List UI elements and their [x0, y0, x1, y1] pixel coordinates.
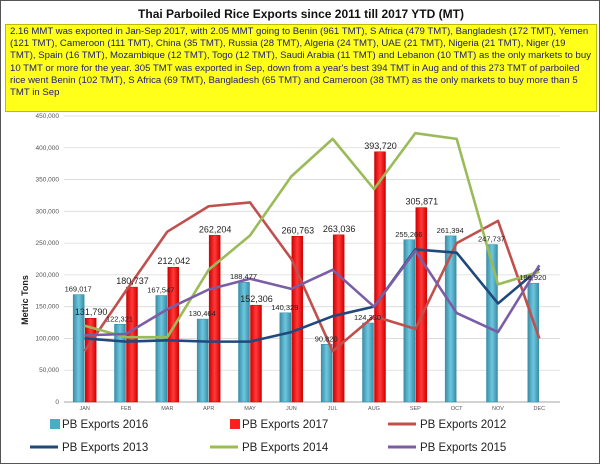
y-tick-label: 450,000: [36, 113, 60, 120]
x-tick-label: DEC: [534, 406, 546, 412]
data-label-2016: 90,820: [315, 334, 338, 343]
data-label-2016: 122,321: [106, 314, 133, 323]
y-tick-label: 100,000: [36, 335, 60, 342]
data-label-2017: 305,871: [406, 197, 439, 207]
data-label-2017: 263,036: [323, 224, 356, 234]
bar-2017: [291, 236, 304, 403]
series-line-2: [84, 248, 541, 343]
y-tick-label: 150,000: [36, 304, 60, 311]
data-label-2016: 186,920: [519, 273, 546, 282]
x-tick-label: JUL: [328, 406, 338, 412]
series-line-3: [84, 131, 540, 339]
series-lines: [83, 131, 541, 353]
bar-2017: [126, 286, 138, 403]
data-label-2017: 212,042: [158, 256, 191, 266]
x-tick-label: JAN: [79, 406, 89, 412]
y-axis-label: Metric Tons: [20, 275, 30, 325]
chart-svg: 0 50,000 100,000 150,000 200,000 250,000 300,0…: [20, 113, 560, 454]
bar-2016: [403, 239, 416, 403]
bar-2016: [155, 295, 168, 403]
legend: PB Exports 2016 PB Exports 2017 PB Exports…: [30, 419, 506, 454]
bar-2017: [208, 235, 221, 403]
bars: [72, 151, 540, 403]
bar-2016: [444, 235, 457, 403]
x-tick-label: AUG: [368, 406, 380, 412]
data-label-2016: 140,329: [271, 303, 298, 312]
legend-label: PB Exports 2017: [242, 419, 328, 431]
x-tick-label: SEP: [410, 406, 421, 412]
y-tick-label: 250,000: [36, 240, 60, 247]
chart-title: Thai Parboiled Rice Exports since 2011 t…: [138, 7, 464, 21]
legend-label: PB Exports 2015: [420, 442, 506, 454]
bar-2017: [332, 234, 345, 403]
bar-2016: [196, 318, 209, 403]
data-label-2016: 130,464: [189, 309, 216, 318]
y-tick-label: 50,000: [39, 367, 59, 374]
data-label-2017: 131,790: [75, 307, 108, 317]
bar-2017: [374, 151, 386, 403]
legend-label: PB Exports 2014: [242, 442, 329, 454]
data-label-2016: 124,330: [354, 313, 381, 322]
bar-2016: [527, 282, 540, 403]
x-tick-label: NOV: [492, 406, 504, 412]
bar-2016: [114, 324, 126, 403]
legend-swatch: [50, 419, 60, 429]
data-label-2016: 261,394: [437, 226, 464, 235]
bar-2017: [250, 304, 262, 403]
x-tick-label: JUN: [286, 406, 297, 412]
x-tick-label: MAY: [244, 406, 256, 412]
data-label-2016: 188,477: [230, 272, 257, 281]
data-label-2017: 152,306: [240, 294, 273, 304]
x-tick-label: APR: [203, 406, 214, 412]
data-label-2017: 262,204: [199, 224, 232, 234]
legend-label: PB Exports 2012: [420, 419, 506, 431]
x-tick-label: FEB: [121, 406, 132, 412]
series-line-4: [84, 249, 541, 337]
bar-2016: [486, 244, 498, 403]
data-label-2016: 255,266: [395, 230, 422, 239]
bar-2016: [362, 322, 374, 403]
legend-swatch: [230, 419, 240, 429]
data-label-2017: 260,763: [282, 225, 315, 235]
y-tick-label: 200,000: [36, 272, 60, 279]
y-axis-ticks: 0 50,000 100,000 150,000 200,000 250,000 300,0…: [36, 113, 60, 406]
summary-note: 2.16 MMT was exported in Jan-Sep 2017, w…: [5, 24, 597, 112]
data-labels: 169,017 122,321 167,547 130,464 188,477 140,3…: [65, 141, 547, 344]
series-line-1: [83, 201, 541, 353]
bar-2016: [320, 344, 333, 403]
data-label-2016: 247,737: [478, 235, 505, 244]
y-tick-label: 0: [55, 399, 59, 406]
y-tick-label: 350,000: [36, 177, 60, 184]
y-tick-label: 400,000: [36, 145, 60, 152]
data-label-2017: 393,720: [364, 141, 397, 151]
y-tick-label: 300,000: [36, 208, 60, 215]
bar-2016: [72, 294, 85, 403]
data-label-2016: 167,547: [147, 286, 174, 295]
data-label-2017: 180,737: [116, 276, 149, 286]
x-tick-label: OCT: [451, 406, 463, 412]
x-tick-label: MAR: [161, 406, 173, 412]
data-label-2016: 169,017: [65, 285, 92, 294]
legend-label: PB Exports 2013: [62, 442, 148, 454]
bar-2016: [279, 312, 292, 403]
bar-2017: [84, 317, 97, 403]
legend-label: PB Exports 2016: [62, 419, 148, 431]
x-axis-ticks: JAN FEB MAR APR MAY JUN JUL AUG SEP OCT NOV DEC: [79, 406, 545, 412]
